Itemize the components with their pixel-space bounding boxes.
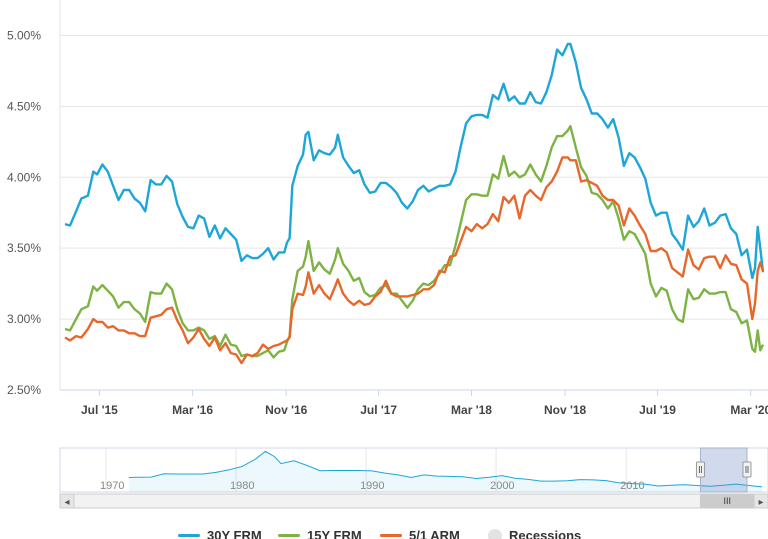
- legend-swatch-15y-frm: [278, 534, 300, 537]
- navigator-selected-range[interactable]: [699, 447, 748, 493]
- navigator[interactable]: 1970 1980 1990 2000 2010 ◂ III ▸: [0, 440, 768, 514]
- x-axis: Jul '15 Mar '16 Nov '16 Jul '17 Mar '18 Nov '…: [81, 390, 768, 417]
- legend-item-30y-frm[interactable]: 30Y FRM: [178, 528, 262, 539]
- legend-label-30y-frm: 30Y FRM: [207, 528, 262, 539]
- x-tick-label: Jul '19: [639, 403, 676, 417]
- legend-swatch-30y-frm: [178, 534, 200, 537]
- navigator-series-area: [128, 451, 763, 492]
- x-tick-label: Mar '20: [730, 403, 768, 417]
- x-tick-label: Jul '17: [360, 403, 397, 417]
- navigator-tick-label: 1980: [230, 480, 254, 492]
- navigator-axis-labels: 1970 1980 1990 2000 2010: [100, 480, 645, 492]
- legend-label-recessions: Recessions: [509, 528, 582, 539]
- scrollbar-right-button[interactable]: [753, 493, 768, 509]
- navigator-tick-label: 2010: [620, 480, 644, 492]
- legend-label-15y-frm: 15Y FRM: [307, 528, 362, 539]
- chart-background: [0, 0, 768, 440]
- navigator-tick-label: 1990: [360, 480, 384, 492]
- scrollbar-left-button[interactable]: [59, 493, 75, 509]
- x-tick-label: Mar '16: [172, 403, 213, 417]
- legend-label-5-1-arm: 5/1 ARM: [409, 528, 460, 539]
- y-tick-label: 3.00%: [7, 312, 41, 326]
- main-chart[interactable]: 2.50% 3.00% 3.50% 4.00% 4.50% 5.00% Jul '15 Ma…: [0, 0, 768, 440]
- navigator-left-handle[interactable]: [695, 461, 705, 478]
- y-tick-label: 4.50%: [7, 99, 41, 113]
- scrollbar-left-arrow-icon: ◂: [64, 497, 69, 508]
- navigator-grid: [105, 448, 627, 492]
- legend-item-recessions[interactable]: Recessions: [488, 528, 581, 539]
- navigator-series-line: [128, 450, 763, 488]
- x-tick-label: Nov '16: [265, 403, 308, 417]
- handle-box[interactable]: [742, 461, 752, 478]
- legend: 30Y FRM 15Y FRM 5/1 ARM Recessions: [0, 526, 768, 539]
- legend-item-5-1-arm[interactable]: 5/1 ARM: [380, 528, 460, 539]
- legend-item-15y-frm[interactable]: 15Y FRM: [278, 528, 362, 539]
- y-tick-label: 3.50%: [7, 241, 41, 255]
- legend-swatch-5-1-arm: [380, 534, 402, 537]
- y-tick-label: 5.00%: [7, 28, 41, 42]
- y-tick-label: 4.00%: [7, 170, 41, 184]
- y-axis-labels: 2.50% 3.00% 3.50% 4.00% 4.50% 5.00%: [7, 28, 41, 397]
- series-line-30y-frm[interactable]: [64, 42, 765, 280]
- x-tick-label: Nov '18: [544, 403, 587, 417]
- navigator-tick-label: 1970: [100, 480, 124, 492]
- navigator-tick-label: 2000: [490, 480, 514, 492]
- scrollbar-track[interactable]: [59, 493, 768, 509]
- series-line-5-1-arm[interactable]: [64, 156, 765, 365]
- legend-dot-recessions: [488, 528, 502, 539]
- handle-box[interactable]: [695, 461, 705, 478]
- x-tick-label: Jul '15: [81, 403, 118, 417]
- x-tick-label: Mar '18: [451, 403, 492, 417]
- navigator-right-handle[interactable]: [742, 461, 752, 478]
- series-lines[interactable]: [64, 42, 765, 365]
- scrollbar-right-arrow-icon: ▸: [758, 497, 763, 508]
- series-line-15y-frm[interactable]: [64, 125, 765, 359]
- scrollbar-grip: III: [723, 496, 731, 506]
- y-tick-label: 2.50%: [7, 383, 41, 397]
